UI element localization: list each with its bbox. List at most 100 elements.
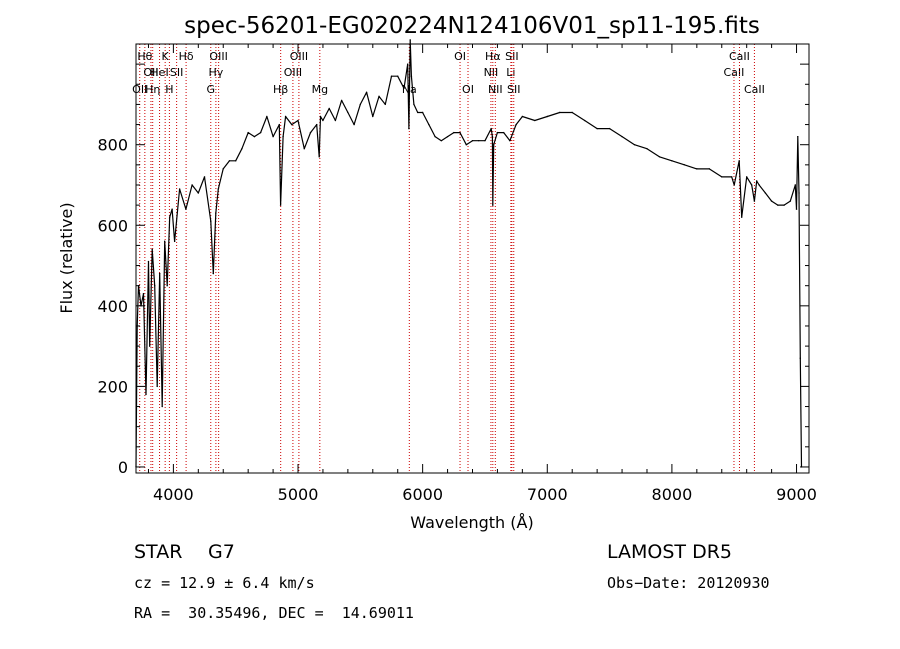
x-tick-label: 7000: [527, 485, 568, 504]
spectrum-point: [384, 103, 386, 106]
x-tick-label: 5000: [278, 485, 319, 504]
spectral-line-label: NII: [484, 66, 499, 79]
survey-name: LAMOST DR5: [607, 541, 732, 563]
spectral-line-label: OIII: [209, 50, 227, 63]
spectrum-point: [161, 405, 163, 408]
spectrum-point: [210, 220, 212, 222]
spectrum-point: [340, 99, 343, 102]
spectrum-point: [158, 272, 161, 275]
spectrum-point: [521, 115, 524, 118]
spectrum-point: [142, 293, 145, 295]
spectrum-point: [546, 115, 548, 118]
spectrum-point: [491, 135, 494, 138]
spectrum-point: [222, 168, 224, 170]
spectrum-point: [671, 160, 673, 162]
spectrum-point: [484, 139, 486, 142]
spectrum-point: [413, 103, 415, 106]
spectrum-point: [515, 123, 517, 126]
spectrum-point: [534, 119, 536, 122]
spectrum-point: [758, 184, 760, 186]
spectrum-point: [708, 168, 710, 170]
spectrum-point: [459, 131, 461, 134]
spectrum-point: [621, 135, 623, 138]
spectral-line-label: Mg: [312, 83, 328, 96]
spectrum-point: [353, 123, 355, 126]
spectrum-point: [284, 115, 287, 118]
spectrum-point: [770, 200, 773, 202]
y-tick-label: 600: [97, 216, 128, 235]
spectrum-point: [347, 111, 349, 114]
spectrum-point: [217, 188, 219, 190]
spectrum-point: [608, 127, 611, 130]
spectrum-point: [492, 144, 495, 146]
spectrum-point: [750, 184, 753, 186]
spectrum-point: [390, 75, 393, 77]
spectrum-point: [658, 156, 661, 158]
spectrum-point: [783, 204, 785, 206]
spectrum-point: [147, 260, 150, 263]
spectral-line-label: Hα: [485, 50, 501, 63]
spectral-line-label: CaII: [724, 66, 745, 79]
spectrum-point: [764, 192, 767, 194]
spectrum-point: [334, 119, 337, 122]
spectrum-point: [755, 180, 758, 182]
spectrum-line: [135, 39, 803, 468]
spectral-line-label: Hδ: [179, 50, 194, 63]
spectrum-point: [410, 75, 413, 77]
x-tick-label: 6000: [402, 485, 443, 504]
x-axis: 4000 5000 6000 7000 8000 9000: [147, 44, 817, 504]
spectrum-point: [777, 204, 779, 206]
spectral-line-label: OIII: [284, 66, 302, 79]
spectrum-point: [153, 284, 156, 287]
spectrum-point: [328, 107, 330, 110]
spectrum-point: [646, 148, 648, 150]
spectrum-point: [492, 204, 494, 206]
spectrum-point: [372, 115, 374, 118]
spectrum-point: [571, 111, 573, 114]
spectrum-point: [789, 200, 792, 202]
spectrum-point: [799, 357, 801, 359]
spectrum-point: [502, 131, 505, 134]
spectrum-point: [453, 131, 455, 134]
spectral-line-label: Hβ: [273, 83, 288, 96]
spectrum-point: [683, 164, 686, 166]
spectrum-point: [434, 135, 436, 138]
spectrum-point: [259, 131, 262, 134]
y-axis-label: Flux (relative): [57, 202, 76, 313]
spectrum-point: [471, 139, 474, 142]
spectrum-point: [583, 119, 586, 122]
spectrum-point: [745, 176, 748, 178]
spectrum-point: [408, 127, 410, 130]
spectrum-point: [440, 139, 443, 142]
spectrum-point: [171, 208, 173, 210]
spectral-line-label: OI: [454, 50, 466, 63]
spectrum-point: [490, 127, 492, 130]
spectral-line-label: Hθ: [137, 50, 152, 63]
y-axis: 0 200 400 600 800: [97, 63, 809, 477]
spectrum-point: [247, 131, 249, 134]
spectrum-point: [149, 345, 151, 347]
spectral-line-label: OII: [143, 66, 158, 79]
spectrum-point: [319, 115, 322, 118]
spectral-line-label: CaII: [744, 83, 765, 96]
spectrum-point: [403, 87, 405, 90]
spectrum-point: [178, 188, 181, 190]
x-tick-label: 8000: [652, 485, 693, 504]
spectrum-point: [406, 63, 409, 65]
spectrum-point: [241, 148, 243, 150]
spectrum-point: [509, 139, 511, 142]
spectrum-point: [741, 216, 743, 218]
spectral-line-label: Hη: [145, 83, 160, 96]
spectral-line-label: HeI: [150, 66, 168, 79]
spectrum-point: [421, 111, 424, 114]
coordinates: RA = 30.35496, DEC = 14.69011: [134, 604, 414, 622]
spectrum-point: [731, 176, 733, 178]
y-tick-label: 800: [97, 136, 128, 155]
spectrum-point: [797, 135, 799, 138]
object-subclass: G7: [208, 541, 235, 563]
spectral-line-label: SII: [507, 83, 520, 96]
x-tick-label: 4000: [153, 485, 194, 504]
spectrum-point: [145, 393, 147, 396]
spectrum-point: [496, 131, 499, 134]
